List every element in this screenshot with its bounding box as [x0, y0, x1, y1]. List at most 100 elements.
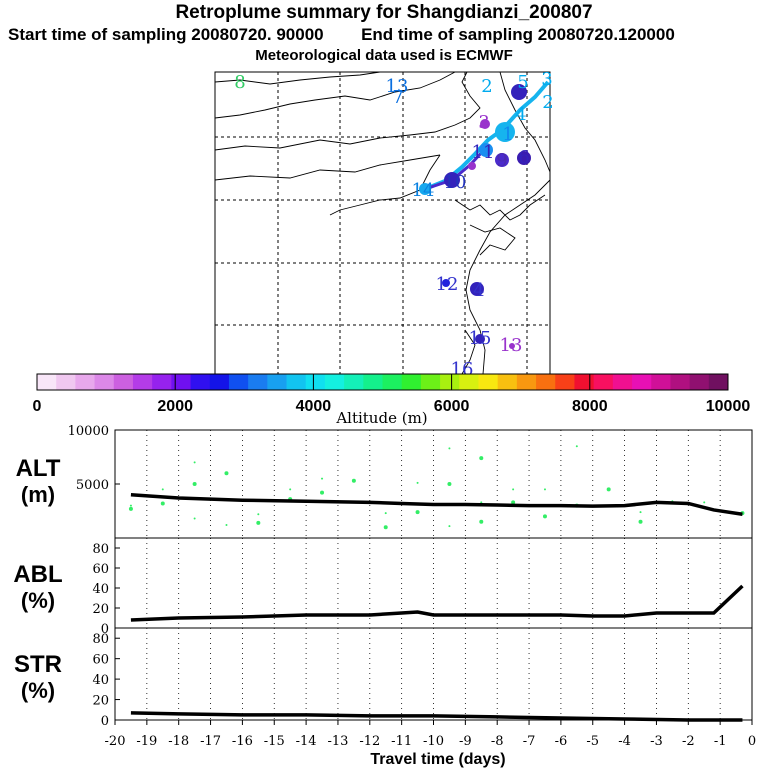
- colorbar-swatch: [190, 374, 211, 390]
- colorbar-swatch: [228, 374, 249, 390]
- colorbar-tick-label: 8000: [572, 398, 608, 415]
- x-tick-label: -1: [714, 734, 727, 749]
- colorbar-axis-label: Altitude (m): [335, 409, 427, 427]
- alt-scatter-point: [193, 461, 196, 464]
- colorbar-tick-label: 6000: [434, 398, 470, 415]
- alt-scatter-point: [447, 482, 452, 486]
- trajectory-label: 4: [473, 280, 484, 301]
- x-tick-label: -8: [491, 734, 504, 749]
- alt-scatter-point: [575, 445, 578, 448]
- colorbar-swatch: [632, 374, 652, 390]
- trajectory-point: [517, 151, 531, 165]
- trajectory-point: [444, 172, 460, 188]
- x-tick-label: -9: [459, 734, 472, 749]
- trajectory-label: 7: [392, 87, 403, 108]
- alt-scatter-point: [321, 477, 324, 480]
- trajectory-label: 11: [472, 142, 495, 163]
- alt-scatter-point: [257, 513, 260, 516]
- trajectory-point: [495, 122, 515, 142]
- x-axis: -20 -19 -18 -17 -16 -15 -14 -13 -12 -11 -10 -9 -8 -7-…: [105, 720, 756, 768]
- trajectory-segment: [424, 148, 486, 191]
- str-ytick-label: 60: [92, 653, 109, 668]
- alt-scatter-point: [543, 488, 546, 491]
- alt-scatter-point: [384, 512, 387, 515]
- colorbar-swatch: [708, 374, 729, 390]
- trajectory-point: [480, 119, 490, 129]
- str-title: STR: [14, 651, 62, 678]
- x-tick-label: -17: [200, 734, 221, 749]
- colorbar-swatch: [56, 374, 76, 390]
- trajectory-point: [509, 343, 515, 349]
- colorbar-tick-label: 2000: [157, 398, 193, 415]
- trajectory-point: [475, 334, 485, 344]
- str-ytick-label: 20: [92, 694, 109, 709]
- trajectory-point: [442, 279, 450, 287]
- alt-scatter-point: [448, 525, 451, 528]
- colorbar-swatch: [305, 374, 326, 390]
- alt-scatter-point: [128, 506, 133, 511]
- trajectory-label: 1: [502, 124, 513, 145]
- alt-scatter-point: [416, 481, 419, 484]
- coastlines: [214, 71, 551, 375]
- colorbar-swatch: [132, 374, 153, 390]
- trajectory-label: 2: [542, 92, 553, 113]
- str-ytick-label: 80: [92, 632, 109, 647]
- x-tick-label: -7: [523, 734, 536, 749]
- alt-panel: 10000 5000 ALT(m): [16, 424, 753, 539]
- alt-series-line: [130, 493, 743, 516]
- end-time-label: End time of sampling 20080720.120000: [361, 25, 675, 44]
- alt-scatter-point: [639, 511, 642, 514]
- alt-scatter-point: [703, 501, 706, 504]
- colorbar-swatch: [651, 374, 671, 390]
- colorbar-swatch: [593, 374, 614, 390]
- str-ytick-label: 40: [92, 673, 109, 688]
- trajectory-label: 13: [500, 335, 523, 356]
- colorbar-swatch: [37, 374, 57, 390]
- colorbar-swatch: [267, 374, 288, 390]
- alt-scatter-point: [225, 524, 228, 527]
- trajectory-label: 4: [515, 104, 526, 125]
- colorbar-swatch: [171, 374, 192, 390]
- alt-scatter-point: [160, 501, 165, 506]
- colorbar-swatch: [459, 374, 479, 390]
- alt-scatter-point: [320, 490, 325, 495]
- colorbar-swatch: [497, 374, 518, 390]
- x-tick-label: -14: [296, 734, 317, 749]
- trajectory-label: 13: [386, 76, 409, 97]
- trajectory-label: 3: [478, 112, 489, 133]
- abl-series-line: [130, 584, 744, 622]
- trajectory-point: [479, 143, 493, 157]
- colorbar-swatch: [152, 374, 172, 390]
- colorbar-swatch: [536, 374, 556, 390]
- abl-ytick-label: 40: [92, 582, 109, 597]
- abl-ytick-label: 20: [92, 602, 109, 617]
- colorbar-tick-label: 0: [33, 398, 42, 415]
- x-tick-label: -2: [682, 734, 695, 749]
- x-tick-label: -20: [105, 734, 126, 749]
- colorbar-swatch: [612, 374, 633, 390]
- alt-scatter-point: [129, 504, 132, 507]
- alt-scatter-point: [383, 525, 388, 530]
- alt-scatter-point: [289, 488, 292, 491]
- trajectory-point: [468, 162, 476, 170]
- trajectory-point: [495, 153, 509, 167]
- alt-scatter-point: [542, 514, 547, 519]
- x-tick-label: 0: [748, 734, 756, 749]
- colorbar-swatch: [670, 374, 691, 390]
- sampling-times: Start time of sampling 20080720. 90000 E…: [8, 25, 768, 45]
- x-tick-label: -12: [359, 734, 380, 749]
- x-tick-label: -16: [232, 734, 253, 749]
- alt-scatter-point: [448, 447, 451, 450]
- alt-scatter-point: [256, 520, 261, 525]
- x-tick-label: -10: [423, 734, 444, 749]
- colorbar-tick-label: 10000: [706, 398, 751, 415]
- colorbar-swatch: [478, 374, 499, 390]
- chart-title: Retroplume summary for Shangdianzi_20080…: [175, 2, 593, 23]
- str-ytick-label: 0: [101, 714, 109, 729]
- x-tick-label: -11: [391, 734, 412, 749]
- alt-scatter-point: [480, 501, 483, 504]
- colorbar-swatch: [113, 374, 134, 390]
- colorbar-swatch: [209, 374, 230, 390]
